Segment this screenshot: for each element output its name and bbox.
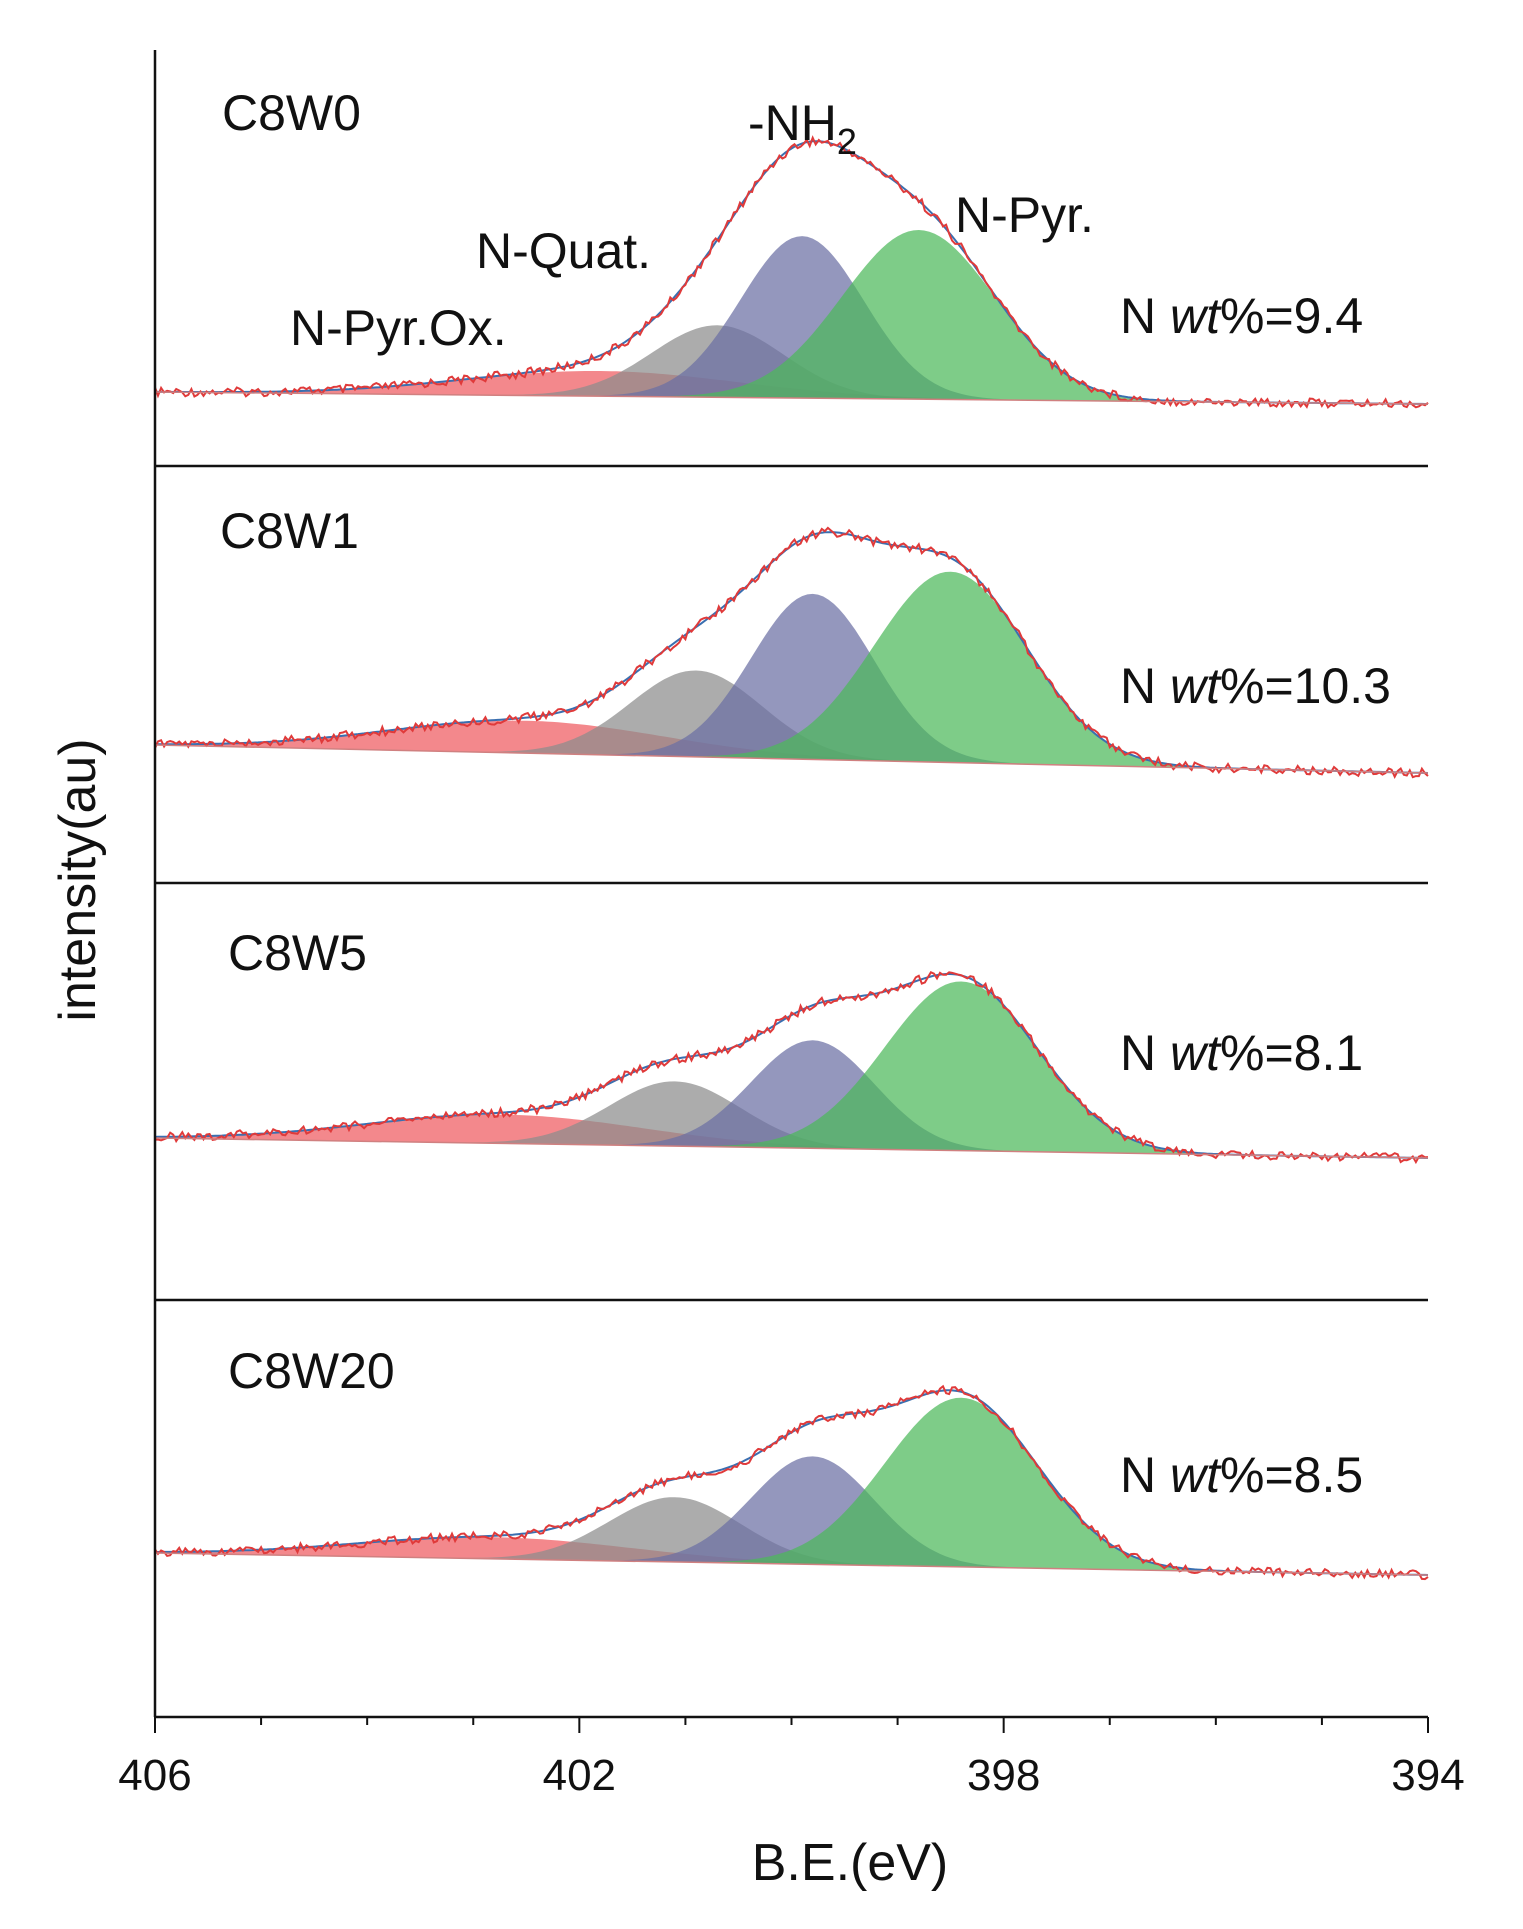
sample-label: C8W1	[220, 503, 359, 559]
wt-value: %=8.5	[1220, 1447, 1363, 1503]
panel-c8w5	[154, 971, 1429, 1165]
peak-label: N-Pyr.	[955, 187, 1094, 243]
raw-spectrum	[154, 526, 1429, 779]
peak-nh2	[155, 1040, 1428, 1158]
peak-label: N-Quat.	[476, 223, 651, 279]
sample-label: C8W20	[228, 1343, 395, 1399]
wt-value: %=10.3	[1220, 658, 1391, 714]
peak-label-subscript: 2	[837, 121, 857, 162]
peak-n-pyr	[155, 230, 1428, 404]
n-wt-label: N wt%=9.4	[1120, 288, 1363, 344]
panel-c8w0	[154, 135, 1429, 409]
wt-value: %=9.4	[1220, 288, 1363, 344]
x-tick-label: 402	[543, 1751, 616, 1800]
x-axis-title: B.E.(eV)	[752, 1834, 949, 1892]
wt-italic: wt	[1170, 658, 1222, 714]
peak-nh2	[155, 593, 1428, 773]
peak-label: N-Pyr.Ox.	[290, 300, 507, 356]
n-wt-label: N wt%=8.5	[1120, 1447, 1363, 1503]
n-wt-label: N wt%=8.1	[1120, 1025, 1363, 1081]
x-tick-label: 394	[1391, 1751, 1464, 1800]
peak-n-pyr-ox	[155, 720, 1428, 773]
wt-prefix: N	[1120, 1025, 1170, 1081]
wt-italic: wt	[1170, 1447, 1222, 1503]
x-tick-label: 398	[967, 1751, 1040, 1800]
wt-italic: wt	[1170, 1025, 1222, 1081]
peak-label-text: N-Pyr.	[955, 187, 1094, 243]
peak-label-text: -NH	[748, 95, 837, 151]
wt-prefix: N	[1120, 658, 1170, 714]
raw-spectrum	[154, 135, 1429, 409]
wt-italic: wt	[1170, 288, 1222, 344]
wt-prefix: N	[1120, 1447, 1170, 1503]
peak-nh2	[155, 236, 1428, 404]
baseline	[154, 744, 1429, 774]
peak-label-text: N-Quat.	[476, 223, 651, 279]
peak-label: -NH2	[748, 95, 857, 162]
wt-prefix: N	[1120, 288, 1170, 344]
baseline	[154, 1552, 1429, 1576]
wt-value: %=8.1	[1220, 1025, 1363, 1081]
y-axis-title: intensity(au)	[49, 738, 107, 1021]
sample-label: C8W5	[228, 925, 367, 981]
raw-spectrum	[154, 971, 1429, 1165]
peak-label-text: N-Pyr.Ox.	[290, 300, 507, 356]
n-wt-label: N wt%=10.3	[1120, 658, 1391, 714]
panel-c8w20	[154, 1384, 1429, 1581]
spectra-panels	[154, 135, 1429, 1581]
peak-nh2	[155, 1456, 1428, 1575]
sample-label: C8W0	[222, 85, 361, 141]
x-ticks: 406 402 398 394	[118, 1717, 1465, 1800]
panel-c8w1	[154, 526, 1429, 779]
x-tick-label: 406	[118, 1751, 191, 1800]
baseline	[154, 391, 1429, 405]
peak-n-pyr-ox	[155, 1114, 1428, 1158]
baseline	[154, 1137, 1429, 1159]
peak-n-pyr-ox	[155, 1537, 1428, 1575]
